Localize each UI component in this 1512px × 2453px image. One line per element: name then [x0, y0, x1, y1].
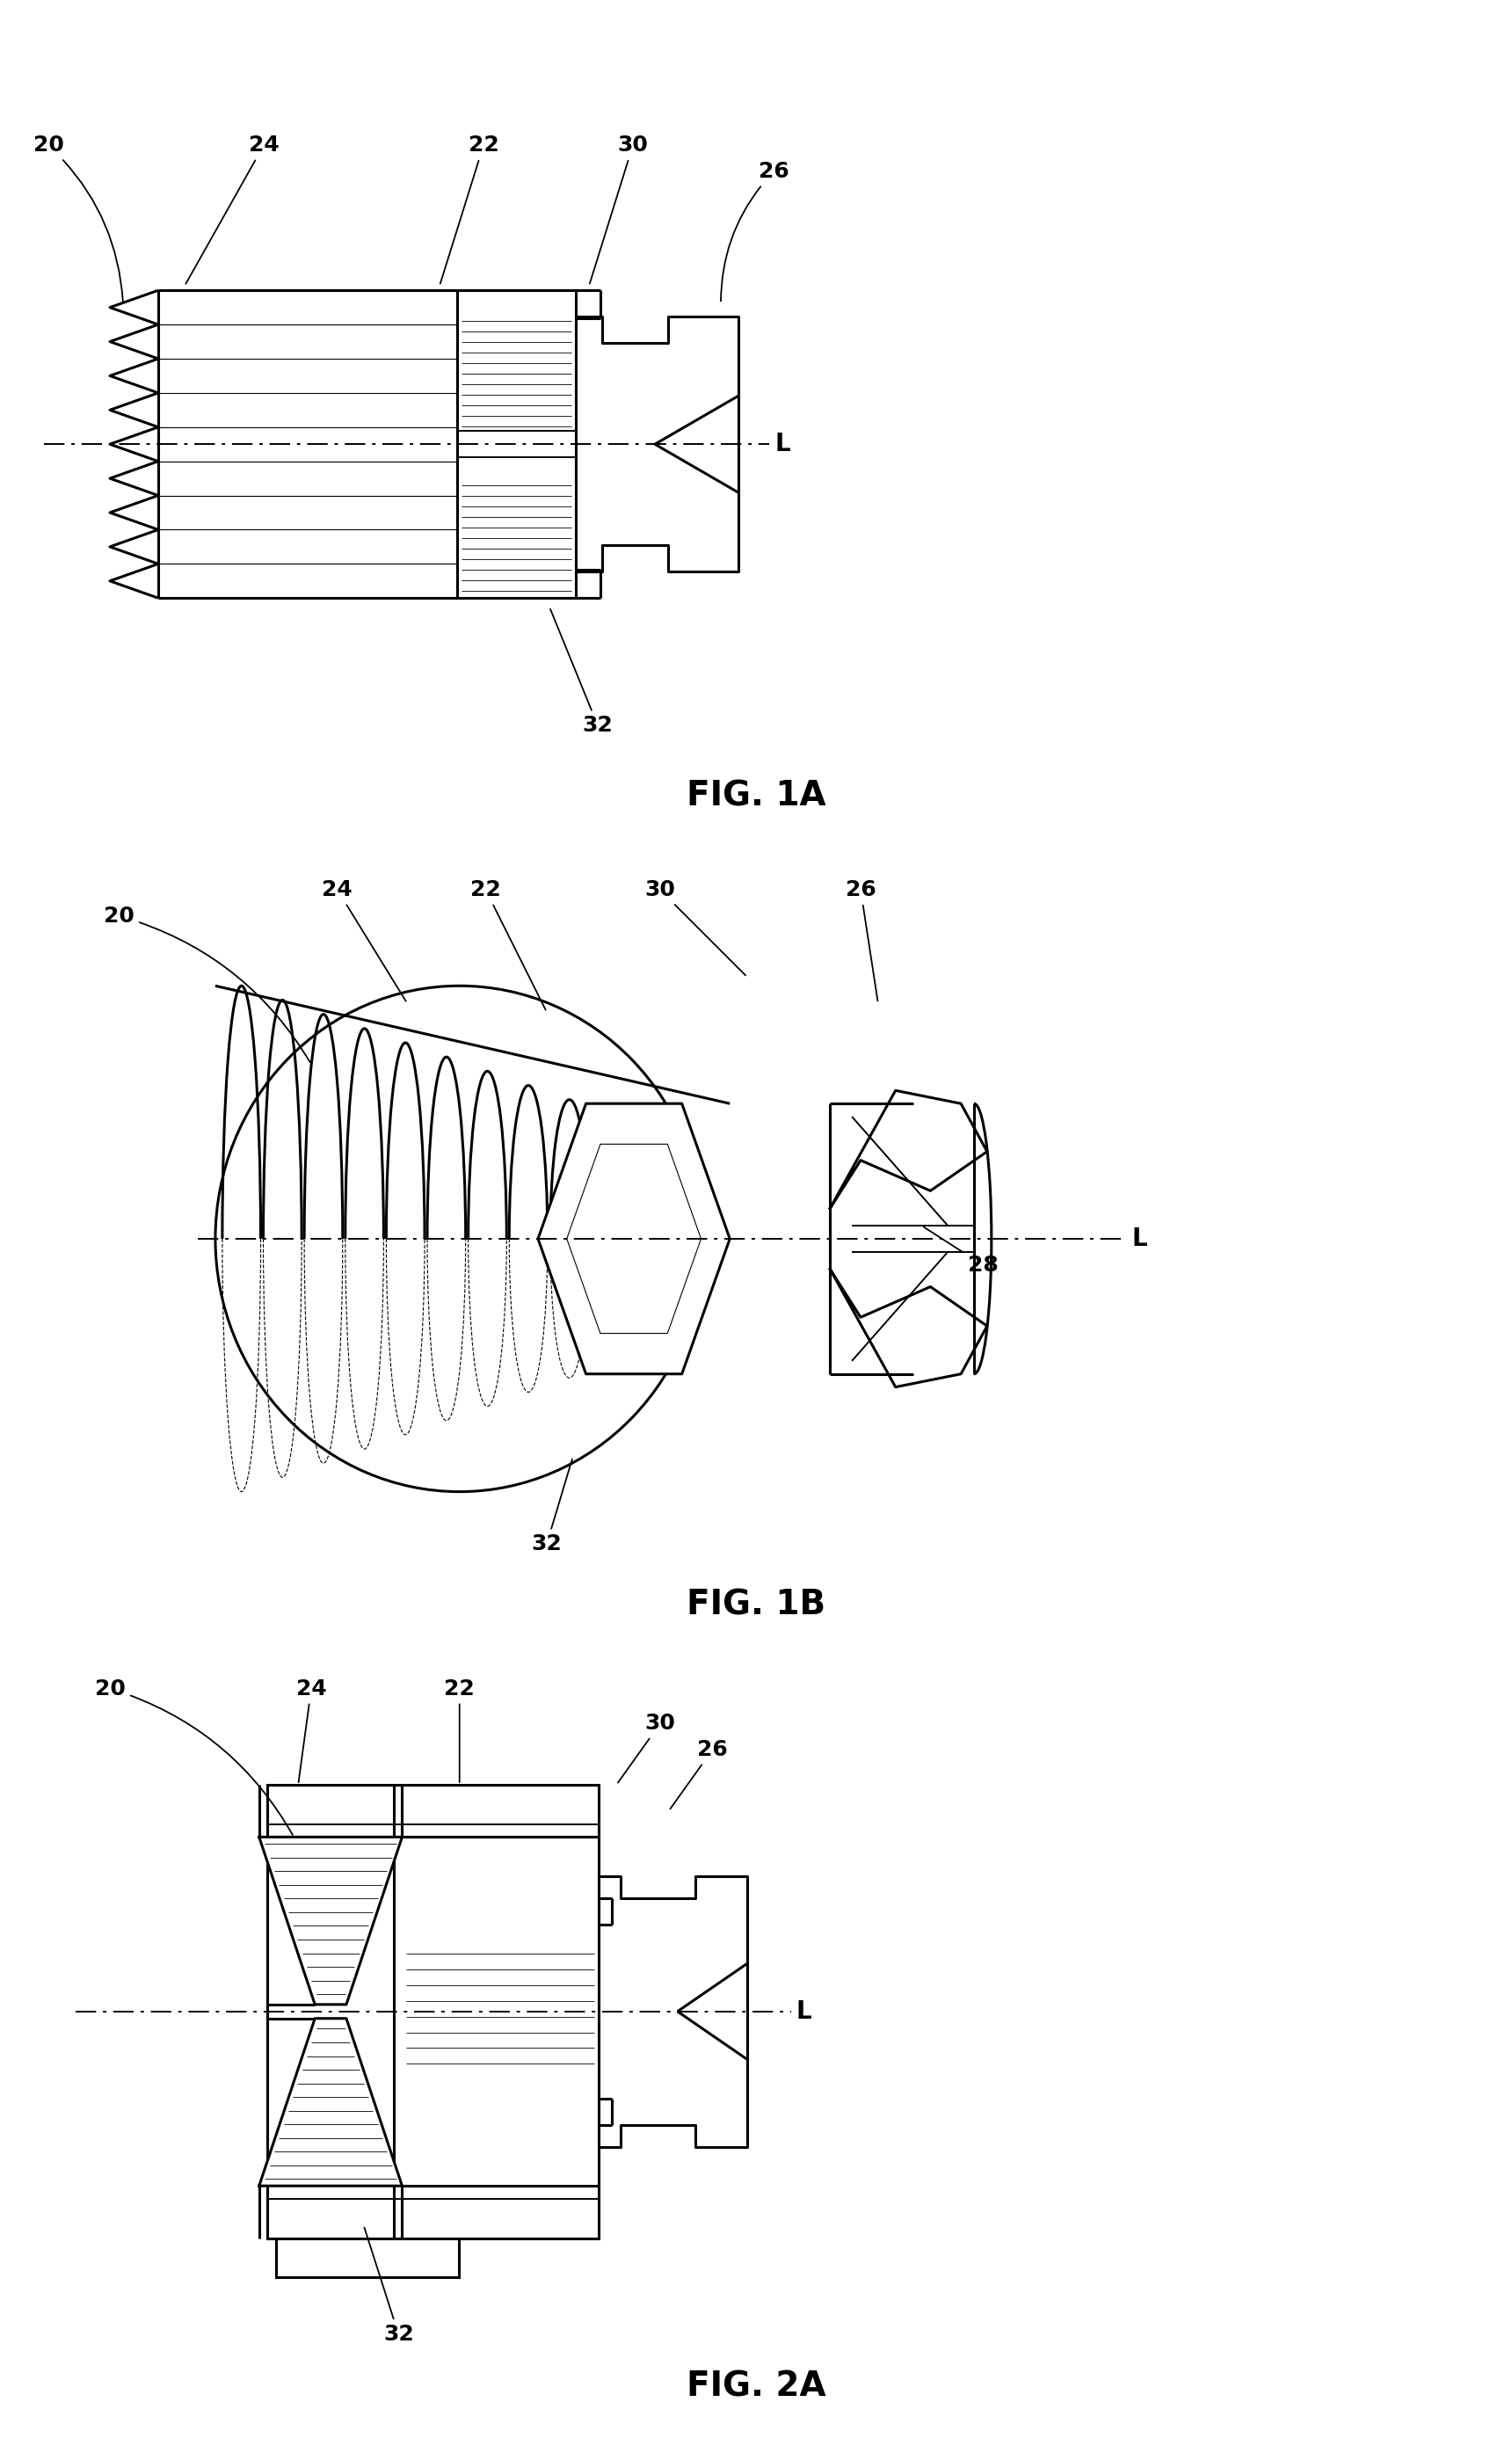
- Polygon shape: [576, 316, 738, 572]
- Text: 30: 30: [644, 878, 745, 976]
- Polygon shape: [259, 1837, 402, 2004]
- Text: 20: 20: [95, 1678, 293, 1835]
- Ellipse shape: [215, 986, 703, 1491]
- Polygon shape: [538, 1104, 730, 1374]
- Text: 22: 22: [440, 135, 499, 285]
- Text: 32: 32: [364, 2227, 414, 2345]
- Text: 26: 26: [670, 1739, 727, 1808]
- Polygon shape: [259, 2019, 402, 2186]
- Text: 20: 20: [104, 905, 310, 1062]
- Text: L: L: [797, 1999, 812, 2024]
- Text: 26: 26: [721, 162, 789, 302]
- Text: FIG. 1A: FIG. 1A: [686, 780, 826, 812]
- Text: FIG. 2A: FIG. 2A: [686, 2370, 826, 2404]
- Text: 32: 32: [531, 1460, 572, 1555]
- Text: 22: 22: [470, 878, 546, 1011]
- Text: L: L: [1132, 1226, 1148, 1251]
- Text: FIG. 1B: FIG. 1B: [686, 1590, 826, 1621]
- Bar: [457, 289, 576, 599]
- Text: 24: 24: [296, 1678, 327, 1783]
- Polygon shape: [830, 1092, 987, 1209]
- Text: 32: 32: [550, 608, 612, 736]
- Polygon shape: [830, 1268, 987, 1386]
- Text: 20: 20: [33, 135, 122, 302]
- Text: 26: 26: [845, 878, 877, 1001]
- Text: 24: 24: [186, 135, 280, 285]
- Text: 24: 24: [322, 878, 405, 1001]
- Text: 30: 30: [618, 1712, 676, 1783]
- Text: 22: 22: [445, 1678, 475, 1783]
- Text: L: L: [774, 432, 791, 456]
- Text: 28: 28: [924, 1226, 998, 1276]
- Bar: [268, 1786, 599, 2237]
- Polygon shape: [599, 1877, 747, 2146]
- Bar: [277, 2237, 458, 2276]
- Text: 30: 30: [590, 135, 649, 285]
